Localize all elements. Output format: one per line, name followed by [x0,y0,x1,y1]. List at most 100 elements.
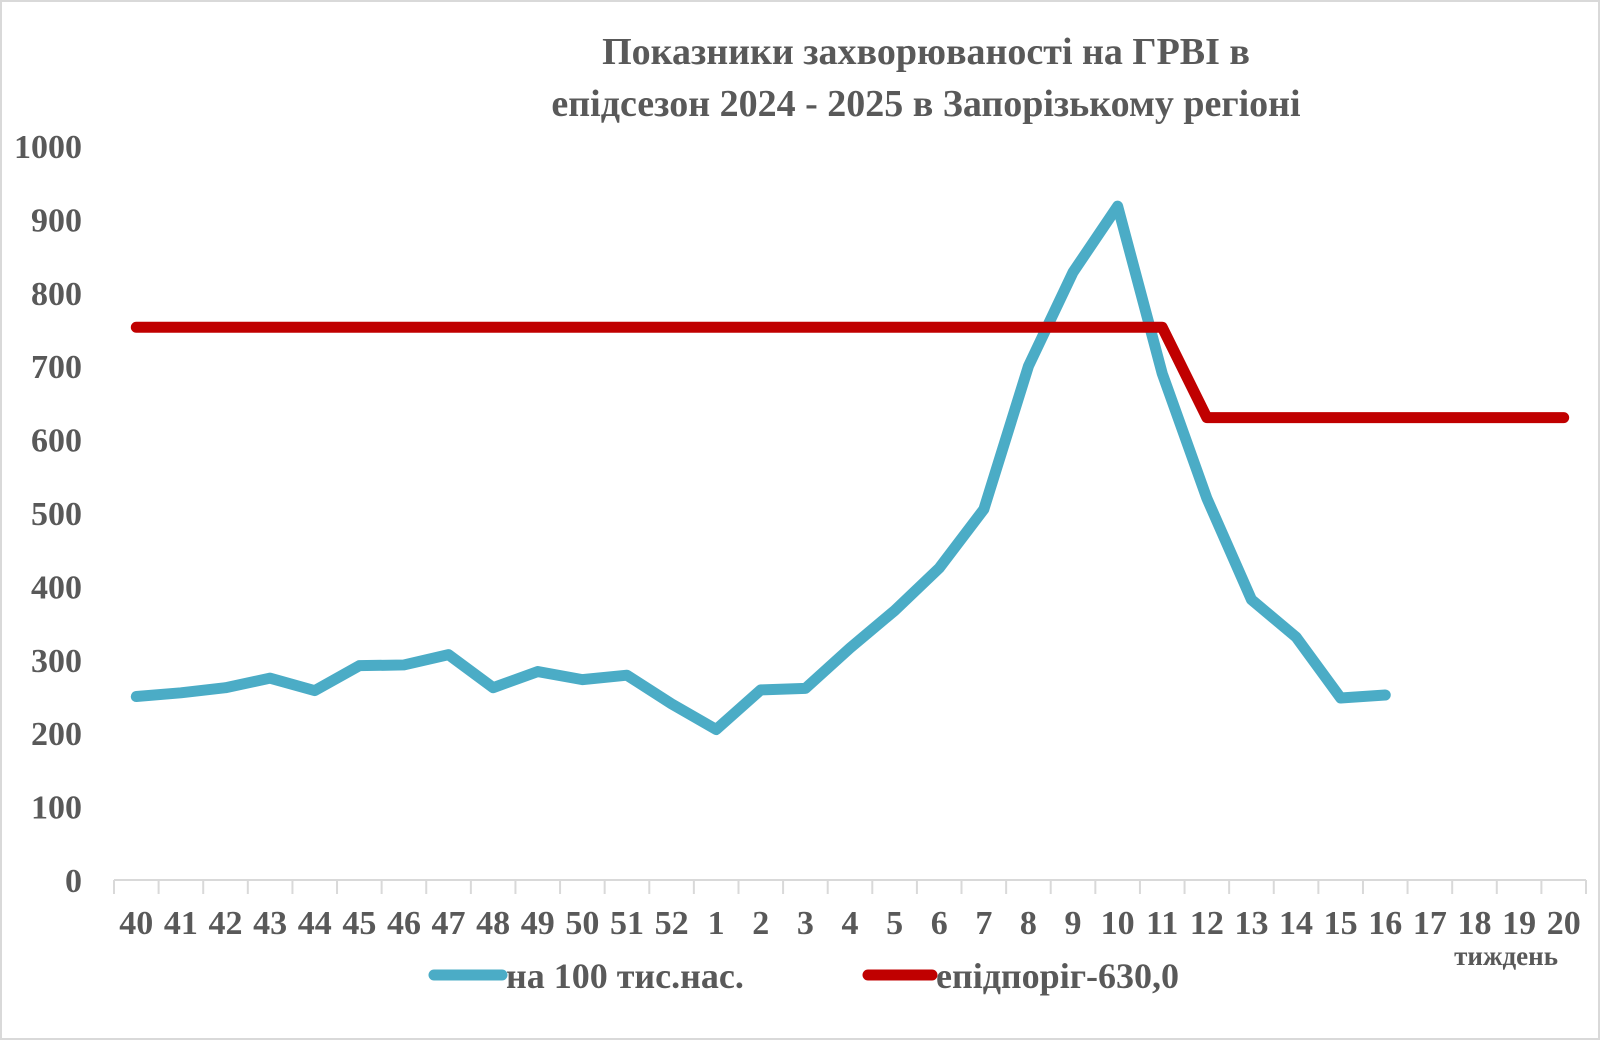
x-tick-label: 41 [164,905,198,942]
data-point [982,508,985,511]
data-point [849,647,851,650]
x-tick-label: 11 [1146,905,1178,942]
data-point [179,326,182,329]
legend-label: епідпоріг-630,0 [936,956,1179,996]
data-point [849,326,851,329]
series-1 [130,200,1391,736]
data-point [1250,416,1253,419]
legend-label: на 100 тис.нас. [506,956,744,996]
x-tick-label: 13 [1234,905,1268,942]
x-tick-label: 15 [1324,905,1358,942]
data-point [447,653,450,656]
data-point [1027,365,1030,368]
data-point [358,664,361,667]
data-point [1295,416,1298,419]
data-point [804,326,807,329]
data-point [1027,326,1030,329]
data-point [492,686,495,689]
y-tick-label: 900 [31,202,82,239]
data-point [1250,598,1253,601]
data-point [135,326,138,329]
y-tick-label: 600 [31,423,82,460]
data-point [1428,416,1431,419]
data-point [402,326,405,329]
series-layer [130,200,1570,736]
x-axis-label: тиждень [1454,941,1558,971]
data-point [715,326,718,329]
x-tick-label: 40 [119,905,153,942]
x-tick-label: 44 [298,905,332,942]
data-point [358,326,361,329]
y-tick-label: 700 [31,349,82,386]
x-tick-label: 14 [1279,905,1313,942]
data-point [982,326,985,329]
x-tick-label: 16 [1368,905,1402,942]
x-tick-label: 2 [752,905,769,942]
x-tick-label: 49 [521,905,555,942]
data-point [536,326,539,329]
data-point [670,702,673,705]
x-tick-label: 6 [931,905,948,942]
y-tick-label: 100 [31,790,82,827]
x-tick-label: 18 [1457,905,1491,942]
data-point [759,326,762,329]
chart-title-line2: епідсезон 2024 - 2025 в Запорізькому рег… [551,83,1300,125]
x-tick-label: 19 [1502,905,1536,942]
y-tick-label: 500 [31,496,82,533]
data-point [759,688,762,691]
legend: на 100 тис.нас. епідпоріг-630,0 [428,956,1179,996]
y-tick-label: 800 [31,276,82,313]
data-point [1384,416,1387,419]
y-tick-label: 300 [31,643,82,680]
series-2 [130,321,1570,424]
data-point [179,691,182,694]
x-axis-ticks: 40 41 42 43 44 45 46 47 48 49 50 51 52 1 2 3 4 5 6 7 8 9 10 11 1… [119,905,1580,942]
data-point [1384,694,1387,697]
data-point [1295,636,1298,639]
y-tick-label: 200 [31,716,82,753]
x-tick-label: 10 [1101,905,1135,942]
x-tick-label: 9 [1065,905,1082,942]
data-point [938,326,941,329]
data-point [1116,205,1119,208]
x-tick-label: 1 [708,905,725,942]
x-tick-label: 50 [565,905,599,942]
data-point [581,678,584,681]
data-point [224,326,227,329]
data-point [625,674,628,677]
data-point [1562,416,1565,419]
data-point [1339,416,1342,419]
chart-title-line1: Показники захворюваності на ГРВІ в [602,31,1250,73]
data-point [1473,416,1476,419]
data-point [492,326,495,329]
x-tick-label: 7 [975,905,992,942]
y-axis-ticks: 0 100 200 300 400 500 600 700 800 900 1000 [14,129,82,900]
data-point [581,326,584,329]
x-tick-label: 8 [1020,905,1037,942]
x-tick-label: 3 [797,905,814,942]
data-point [269,677,272,680]
data-point [938,567,941,570]
data-point [1161,372,1164,375]
x-tick-label: 17 [1413,905,1447,942]
data-point [135,695,138,698]
x-axis [113,879,1587,894]
data-point [1205,416,1208,419]
data-point [1339,696,1342,699]
data-point [715,728,718,731]
y-tick-label: 0 [65,863,82,900]
data-point [1205,497,1208,500]
data-point [536,670,539,673]
x-tick-label: 46 [387,905,421,942]
data-point [1161,326,1164,329]
data-point [447,326,450,329]
x-tick-label: 42 [209,905,243,942]
x-tick-label: 48 [476,905,510,942]
x-tick-label: 20 [1547,905,1581,942]
data-point [804,687,807,690]
x-tick-label: 47 [432,905,466,942]
x-tick-label: 5 [886,905,903,942]
y-tick-label: 1000 [14,129,82,166]
series-line [130,200,1391,736]
